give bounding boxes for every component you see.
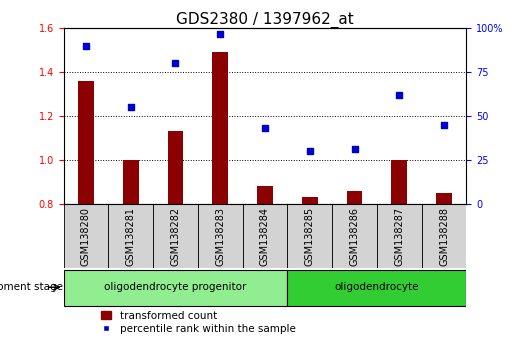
- Bar: [347, 190, 363, 204]
- Bar: [198, 204, 243, 268]
- Bar: [167, 131, 183, 204]
- Bar: [243, 204, 287, 268]
- Point: [350, 147, 359, 152]
- Text: GSM138281: GSM138281: [126, 207, 136, 266]
- Bar: [123, 160, 138, 204]
- Text: GSM138287: GSM138287: [394, 206, 404, 266]
- Point: [261, 126, 269, 131]
- Bar: [64, 204, 108, 268]
- Bar: [213, 52, 228, 204]
- Title: GDS2380 / 1397962_at: GDS2380 / 1397962_at: [176, 12, 354, 28]
- Bar: [257, 186, 273, 204]
- Bar: [377, 204, 422, 268]
- Bar: [108, 204, 153, 268]
- Point: [216, 31, 225, 36]
- Text: GSM138284: GSM138284: [260, 207, 270, 266]
- Text: oligodendrocyte progenitor: oligodendrocyte progenitor: [104, 282, 246, 292]
- Bar: [392, 160, 407, 204]
- Point: [305, 148, 314, 154]
- Text: oligodendrocyte: oligodendrocyte: [334, 282, 419, 292]
- Text: GSM138286: GSM138286: [349, 207, 359, 266]
- Bar: [302, 197, 317, 204]
- Text: GSM138280: GSM138280: [81, 207, 91, 266]
- Bar: [287, 270, 466, 306]
- Bar: [287, 204, 332, 268]
- Point: [82, 43, 90, 49]
- Text: GSM138288: GSM138288: [439, 207, 449, 266]
- Point: [440, 122, 448, 128]
- Text: development stage: development stage: [0, 282, 63, 292]
- Bar: [153, 204, 198, 268]
- Point: [395, 92, 403, 98]
- Text: GSM138282: GSM138282: [171, 206, 181, 266]
- Text: GSM138283: GSM138283: [215, 207, 225, 266]
- Bar: [332, 204, 377, 268]
- Text: GSM138285: GSM138285: [305, 206, 315, 266]
- Bar: [64, 270, 287, 306]
- Point: [171, 61, 180, 66]
- Legend: transformed count, percentile rank within the sample: transformed count, percentile rank withi…: [101, 311, 296, 334]
- Bar: [78, 81, 94, 204]
- Bar: [436, 193, 452, 204]
- Point: [127, 104, 135, 110]
- Bar: [422, 204, 466, 268]
